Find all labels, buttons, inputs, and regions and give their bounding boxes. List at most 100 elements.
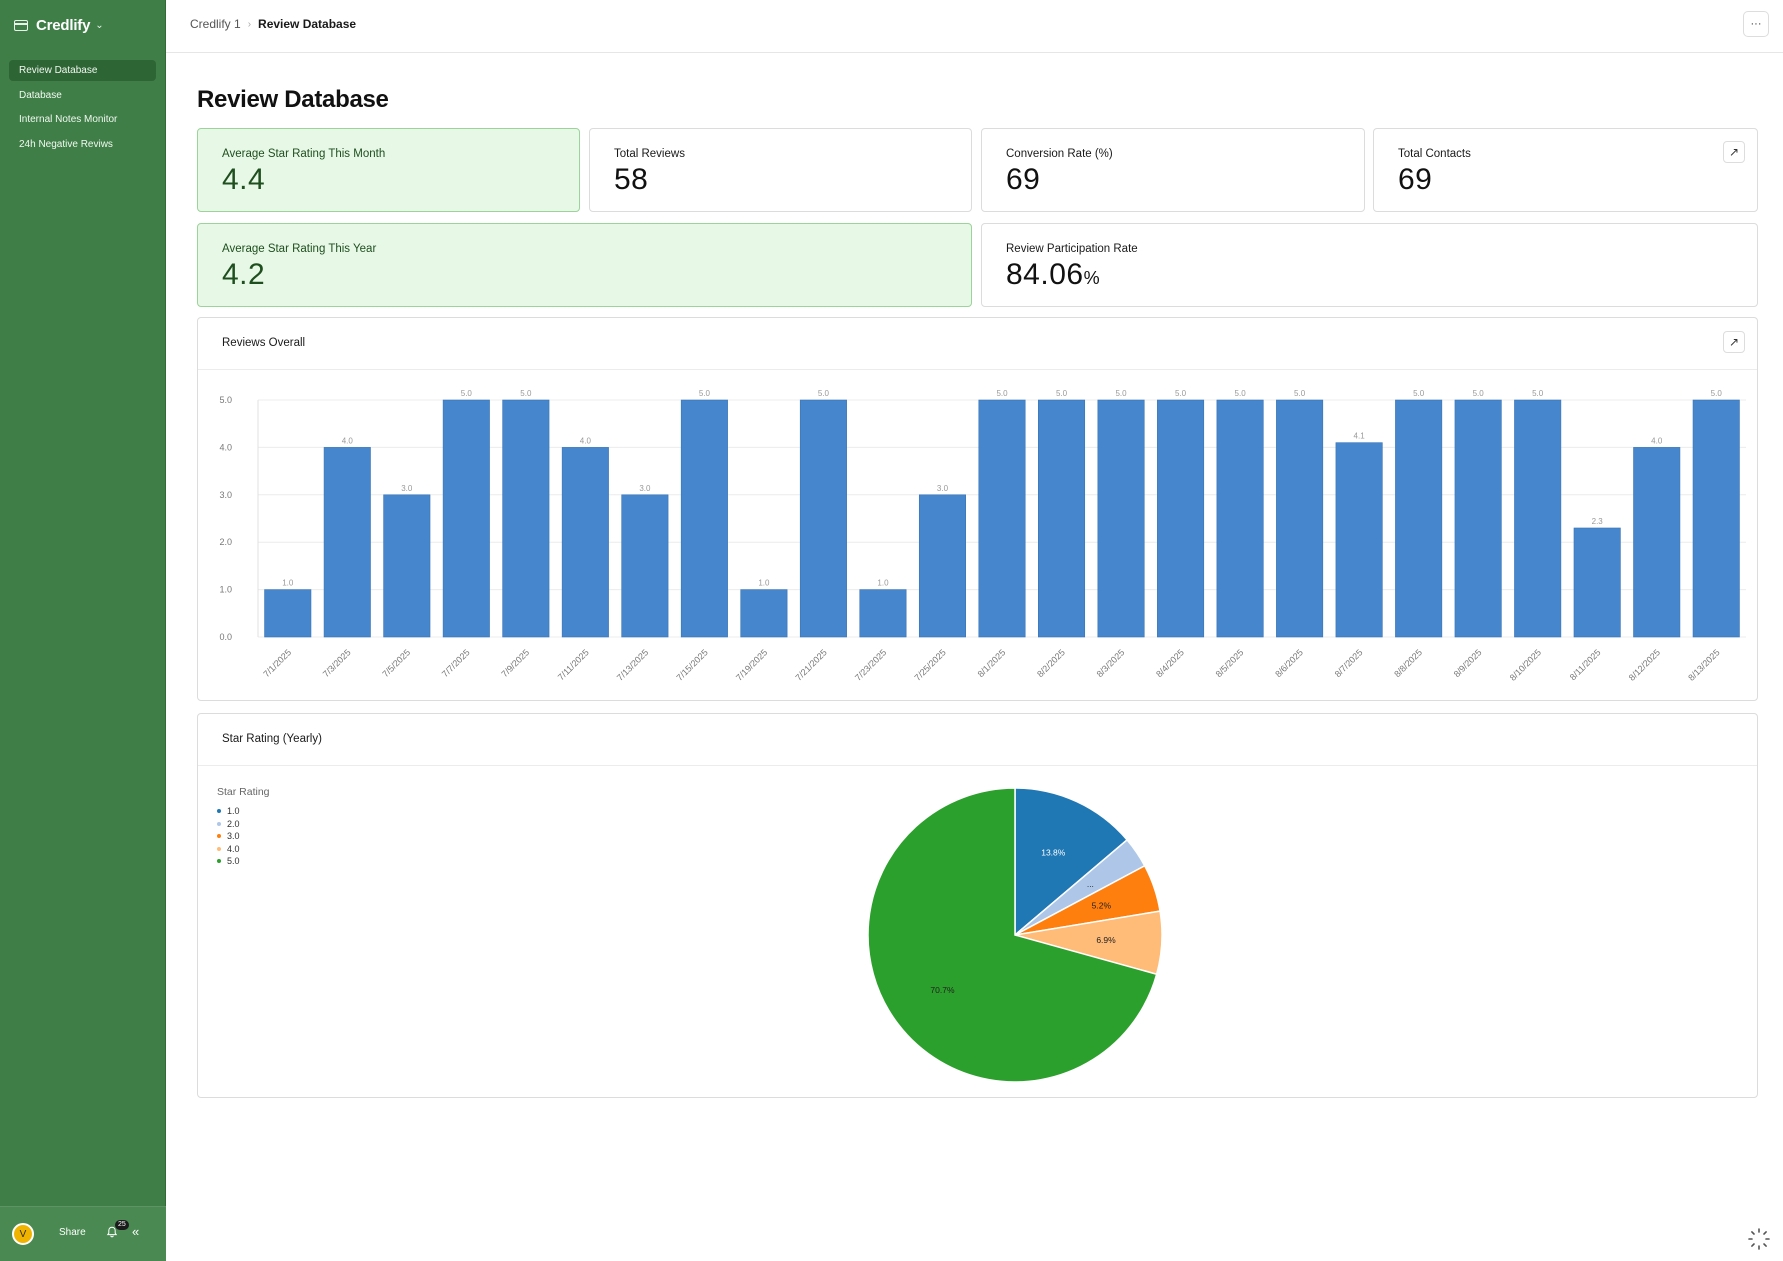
data-label: 5.0 <box>1175 389 1187 398</box>
metric-card-avg-year: Average Star Rating This Year 4.2 <box>197 223 972 307</box>
legend-item[interactable]: 4.0 <box>217 843 270 856</box>
bar <box>264 589 312 638</box>
y-tick-label: 0.0 <box>219 632 232 642</box>
chart-legend: Star Rating 1.0 2.0 3.0 4.0 5.0 <box>217 786 270 868</box>
bell-icon[interactable] <box>106 1226 118 1238</box>
bar <box>859 589 907 638</box>
y-tick-label: 1.0 <box>219 585 232 595</box>
breadcrumb-current: Review Database <box>258 17 357 31</box>
data-label: 5.0 <box>818 389 830 398</box>
metric-label: Average Star Rating This Year <box>222 243 377 255</box>
data-label: 3.0 <box>937 484 949 493</box>
bar <box>502 399 550 638</box>
bar <box>442 399 490 638</box>
data-label: 4.0 <box>1651 436 1663 445</box>
y-tick-label: 2.0 <box>219 537 232 547</box>
y-tick-label: 3.0 <box>219 490 232 500</box>
divider <box>198 369 1757 370</box>
workspace-switcher[interactable]: Credlify ⌄ <box>14 17 104 34</box>
pie-slice <box>1014 787 1129 937</box>
legend-label: 2.0 <box>227 818 240 829</box>
data-label: 5.0 <box>1294 389 1306 398</box>
sidebar: Credlify ⌄ Review Database Database Inte… <box>0 0 166 1261</box>
sidebar-item-review-database[interactable]: Review Database <box>9 60 156 81</box>
data-label: 5.0 <box>1532 389 1544 398</box>
breadcrumb-parent[interactable]: Credlify 1 <box>190 17 241 31</box>
data-label: 1.0 <box>282 579 294 588</box>
x-tick-label: 7/23/2025 <box>853 647 888 682</box>
sidebar-item-database[interactable]: Database <box>19 89 62 101</box>
avatar[interactable]: V <box>12 1223 34 1245</box>
metric-card-total-contacts: Total Contacts 69 ↗ <box>1373 128 1758 212</box>
legend-swatch <box>217 834 221 839</box>
data-label: 5.0 <box>996 389 1008 398</box>
legend-label: 4.0 <box>227 843 240 854</box>
metric-value: 58 <box>614 163 649 196</box>
y-tick-label: 5.0 <box>219 395 232 405</box>
metric-value: 69 <box>1398 163 1433 196</box>
data-label: 3.0 <box>639 484 651 493</box>
sidebar-footer: V Share 25 « <box>0 1206 166 1261</box>
bar-chart: 0.0 1.0 2.0 3.0 4.0 5.0 1.0 7/1/2025 4.0 7/3/2025… <box>219 389 1746 683</box>
bar <box>1633 447 1681 638</box>
bar <box>383 494 431 638</box>
x-tick-label: 7/7/2025 <box>440 647 472 679</box>
legend-swatch <box>217 859 221 864</box>
page-title: Review Database <box>197 86 389 113</box>
metric-label: Conversion Rate (%) <box>1006 148 1113 160</box>
slice-label: 6.9% <box>1096 935 1116 945</box>
bar <box>740 589 788 638</box>
spinner-icon <box>1748 1228 1770 1250</box>
metric-card-total-reviews: Total Reviews 58 <box>589 128 972 212</box>
chevron-right-icon: › <box>247 18 252 30</box>
data-label: 1.0 <box>758 579 770 588</box>
arrow-up-right-icon[interactable]: ↗ <box>1723 331 1745 353</box>
metric-card-avg-month: Average Star Rating This Month 4.4 <box>197 128 580 212</box>
legend-item[interactable]: 5.0 <box>217 855 270 868</box>
x-tick-label: 8/4/2025 <box>1154 647 1186 679</box>
data-label: 1.0 <box>877 579 889 588</box>
legend-item[interactable]: 3.0 <box>217 830 270 843</box>
legend-label: 1.0 <box>227 806 240 817</box>
x-tick-label: 8/5/2025 <box>1214 647 1246 679</box>
legend-swatch <box>217 809 221 814</box>
bar <box>680 399 728 638</box>
bar <box>1157 399 1205 638</box>
bar <box>1335 442 1383 638</box>
double-chevron-left-icon[interactable]: « <box>132 1224 140 1239</box>
metric-label: Review Participation Rate <box>1006 243 1138 255</box>
app-name: Credlify <box>36 17 91 34</box>
x-tick-label: 8/8/2025 <box>1392 647 1424 679</box>
star-rating-panel: Star Rating (Yearly) Star Rating 1.0 2.0 3… <box>197 713 1758 1098</box>
top-bar: Credlify 1 › Review Database ··· <box>166 0 1783 53</box>
x-tick-label: 7/5/2025 <box>380 647 412 679</box>
chevron-down-icon: ⌄ <box>95 20 104 31</box>
share-button[interactable]: Share <box>59 1227 86 1238</box>
metric-label: Total Contacts <box>1398 148 1471 160</box>
x-tick-label: 7/9/2025 <box>499 647 531 679</box>
data-label: 5.0 <box>1056 389 1068 398</box>
x-tick-label: 7/11/2025 <box>556 647 591 682</box>
x-tick-label: 8/13/2025 <box>1686 647 1721 682</box>
legend-item[interactable]: 2.0 <box>217 818 270 831</box>
arrow-up-right-icon[interactable]: ↗ <box>1723 141 1745 163</box>
metric-label: Total Reviews <box>614 148 685 160</box>
metric-card-conversion-rate: Conversion Rate (%) 69 <box>981 128 1365 212</box>
pie-chart: 13.8%... 5.2% 6.9% 70.7% <box>867 787 1163 1083</box>
legend-item[interactable]: 1.0 <box>217 805 270 818</box>
bar <box>323 447 371 638</box>
sidebar-item-internal-notes-monitor[interactable]: Internal Notes Monitor <box>19 114 118 125</box>
slice-label: 70.7% <box>930 985 955 995</box>
legend-label: 3.0 <box>227 831 240 842</box>
data-label: 4.0 <box>342 436 354 445</box>
x-tick-label: 8/3/2025 <box>1095 647 1127 679</box>
pie-slice <box>867 787 1158 1083</box>
sidebar-item-negative-reviews[interactable]: 24h Negative Reviws <box>19 138 113 150</box>
legend-swatch <box>217 846 221 851</box>
chart-title: Star Rating (Yearly) <box>222 733 322 745</box>
more-options-button[interactable]: ··· <box>1743 11 1769 37</box>
bar <box>1276 399 1324 638</box>
data-label: 5.0 <box>1711 389 1723 398</box>
data-label: 5.0 <box>699 389 711 398</box>
bar <box>621 494 669 638</box>
